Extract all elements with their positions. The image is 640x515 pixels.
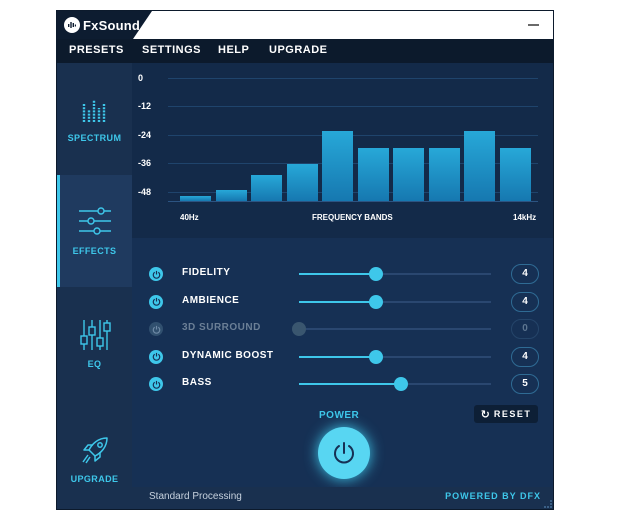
effect-toggle[interactable]: [149, 377, 163, 391]
slider-fill: [299, 383, 401, 385]
spectrum-x-title: FREQUENCY BANDS: [312, 213, 393, 222]
spectrum-y-tick: -24: [138, 130, 152, 140]
spectrum-bar: [499, 148, 531, 201]
main-panel: 0 -12 -24 -36 -48 40Hz FREQUENCY BANDS 1…: [132, 63, 553, 509]
spectrum-bar: [251, 174, 282, 201]
effect-toggle[interactable]: [149, 267, 163, 281]
effect-value: 4: [511, 264, 539, 284]
spectrum-icon: [82, 100, 105, 122]
sidebar-item-upgrade[interactable]: UPGRADE: [57, 399, 132, 509]
power-toggle-icon: [152, 270, 160, 279]
effect-row: DYNAMIC BOOST 4: [132, 346, 553, 368]
sidebar-item-label: EQ: [87, 359, 102, 369]
spectrum-display: 0 -12 -24 -36 -48 40Hz FREQUENCY BANDS 1…: [132, 63, 553, 238]
menu-bar: PRESETS SETTINGS HELP UPGRADE: [57, 39, 553, 63]
slider-knob[interactable]: [368, 349, 383, 364]
power-toggle-icon: [152, 297, 160, 306]
power-toggle-icon: [152, 325, 160, 334]
processing-status: Standard Processing: [149, 491, 242, 502]
sliders-icon: [78, 207, 111, 235]
spectrum-y-tick: -48: [138, 187, 152, 197]
spectrum-gridline: [168, 78, 538, 79]
effect-name: BASS: [182, 377, 212, 388]
effect-row: FIDELITY 4: [132, 263, 553, 285]
effect-name: 3D SURROUND: [182, 322, 261, 333]
sidebar-item-eq[interactable]: EQ: [57, 287, 132, 399]
power-toggle-icon: [152, 380, 160, 389]
slider-fill: [299, 355, 376, 358]
slider-knob[interactable]: [368, 267, 383, 281]
app-logo: FxSound: [57, 11, 152, 39]
effect-slider[interactable]: [299, 294, 491, 309]
spectrum-y-tick: -36: [138, 158, 152, 168]
sidebar: SPECTRUM EFFECTS: [57, 63, 132, 509]
spectrum-bar: [180, 195, 211, 201]
title-bar: FxSound: [57, 11, 553, 39]
effect-name: FIDELITY: [182, 267, 231, 278]
slider-fill: [299, 273, 376, 275]
spectrum-gridline: [168, 163, 538, 164]
effect-slider[interactable]: [299, 349, 491, 364]
menu-upgrade[interactable]: UPGRADE: [269, 44, 328, 56]
sidebar-item-label: SPECTRUM: [67, 133, 122, 143]
spectrum-baseline: [168, 201, 538, 202]
spectrum-bar: [428, 148, 460, 201]
rocket-icon: [81, 437, 108, 464]
menu-presets[interactable]: PRESETS: [69, 44, 124, 56]
app-title: FxSound: [83, 17, 141, 33]
spectrum-x-end: 14kHz: [513, 213, 537, 222]
effect-value: 0: [511, 319, 539, 339]
effect-slider[interactable]: [299, 377, 491, 391]
effect-name: AMBIENCE: [182, 294, 240, 306]
slider-knob[interactable]: [393, 377, 408, 391]
powered-by-label: POWERED BY DFX: [445, 491, 541, 501]
effect-row: 3D SURROUND 0: [132, 318, 553, 340]
reset-label: RESET: [493, 409, 532, 419]
spectrum-gridline: [168, 106, 538, 107]
effect-name: DYNAMIC BOOST: [182, 349, 274, 361]
spectrum-x-start: 40Hz: [180, 213, 199, 222]
spectrum-gridline: [168, 135, 538, 136]
effect-toggle[interactable]: [149, 322, 163, 336]
status-bar: Standard Processing POWERED BY DFX: [132, 487, 553, 509]
sidebar-item-label: UPGRADE: [70, 474, 119, 484]
spectrum-bar: [322, 131, 353, 201]
spectrum-bar: [464, 131, 495, 201]
spectrum-gridline: [168, 192, 538, 193]
effect-value: 4: [511, 346, 539, 367]
spectrum-y-tick: -12: [138, 101, 152, 111]
power-label: POWER: [319, 410, 360, 421]
power-icon: [334, 442, 354, 464]
sidebar-item-spectrum[interactable]: SPECTRUM: [57, 63, 132, 175]
reset-icon: ↻: [480, 408, 490, 421]
sidebar-item-effects[interactable]: EFFECTS: [57, 175, 132, 287]
effect-row: AMBIENCE 4: [132, 291, 553, 313]
sidebar-item-label: EFFECTS: [72, 246, 117, 256]
eq-icon: [79, 320, 111, 350]
slider-knob[interactable]: [368, 294, 383, 309]
effect-value: 5: [511, 374, 539, 394]
spectrum-bar: [286, 163, 318, 201]
reset-button[interactable]: ↻ RESET: [474, 405, 538, 423]
effect-slider[interactable]: [299, 267, 491, 281]
fxsound-logo-icon: [64, 17, 80, 33]
slider-fill: [299, 300, 376, 303]
power-button[interactable]: [318, 427, 370, 479]
menu-settings[interactable]: SETTINGS: [142, 44, 202, 56]
spectrum-bar: [357, 148, 389, 201]
power-toggle-icon: [152, 352, 160, 361]
effect-toggle[interactable]: [149, 349, 163, 364]
slider-knob[interactable]: [292, 322, 306, 336]
spectrum-bar: [215, 190, 247, 201]
effect-row: BASS 5: [132, 373, 553, 395]
spectrum-bar: [393, 148, 424, 201]
spectrum-y-tick: 0: [138, 73, 144, 83]
resize-grip-icon[interactable]: [544, 500, 552, 508]
fxsound-window: FxSound PRESETS SETTINGS HELP UPGRADE SP…: [56, 10, 554, 510]
effect-slider[interactable]: [292, 322, 491, 336]
effect-toggle[interactable]: [149, 294, 163, 309]
effect-value: 4: [511, 291, 539, 312]
menu-help[interactable]: HELP: [218, 44, 250, 56]
minimize-button[interactable]: [528, 24, 539, 26]
